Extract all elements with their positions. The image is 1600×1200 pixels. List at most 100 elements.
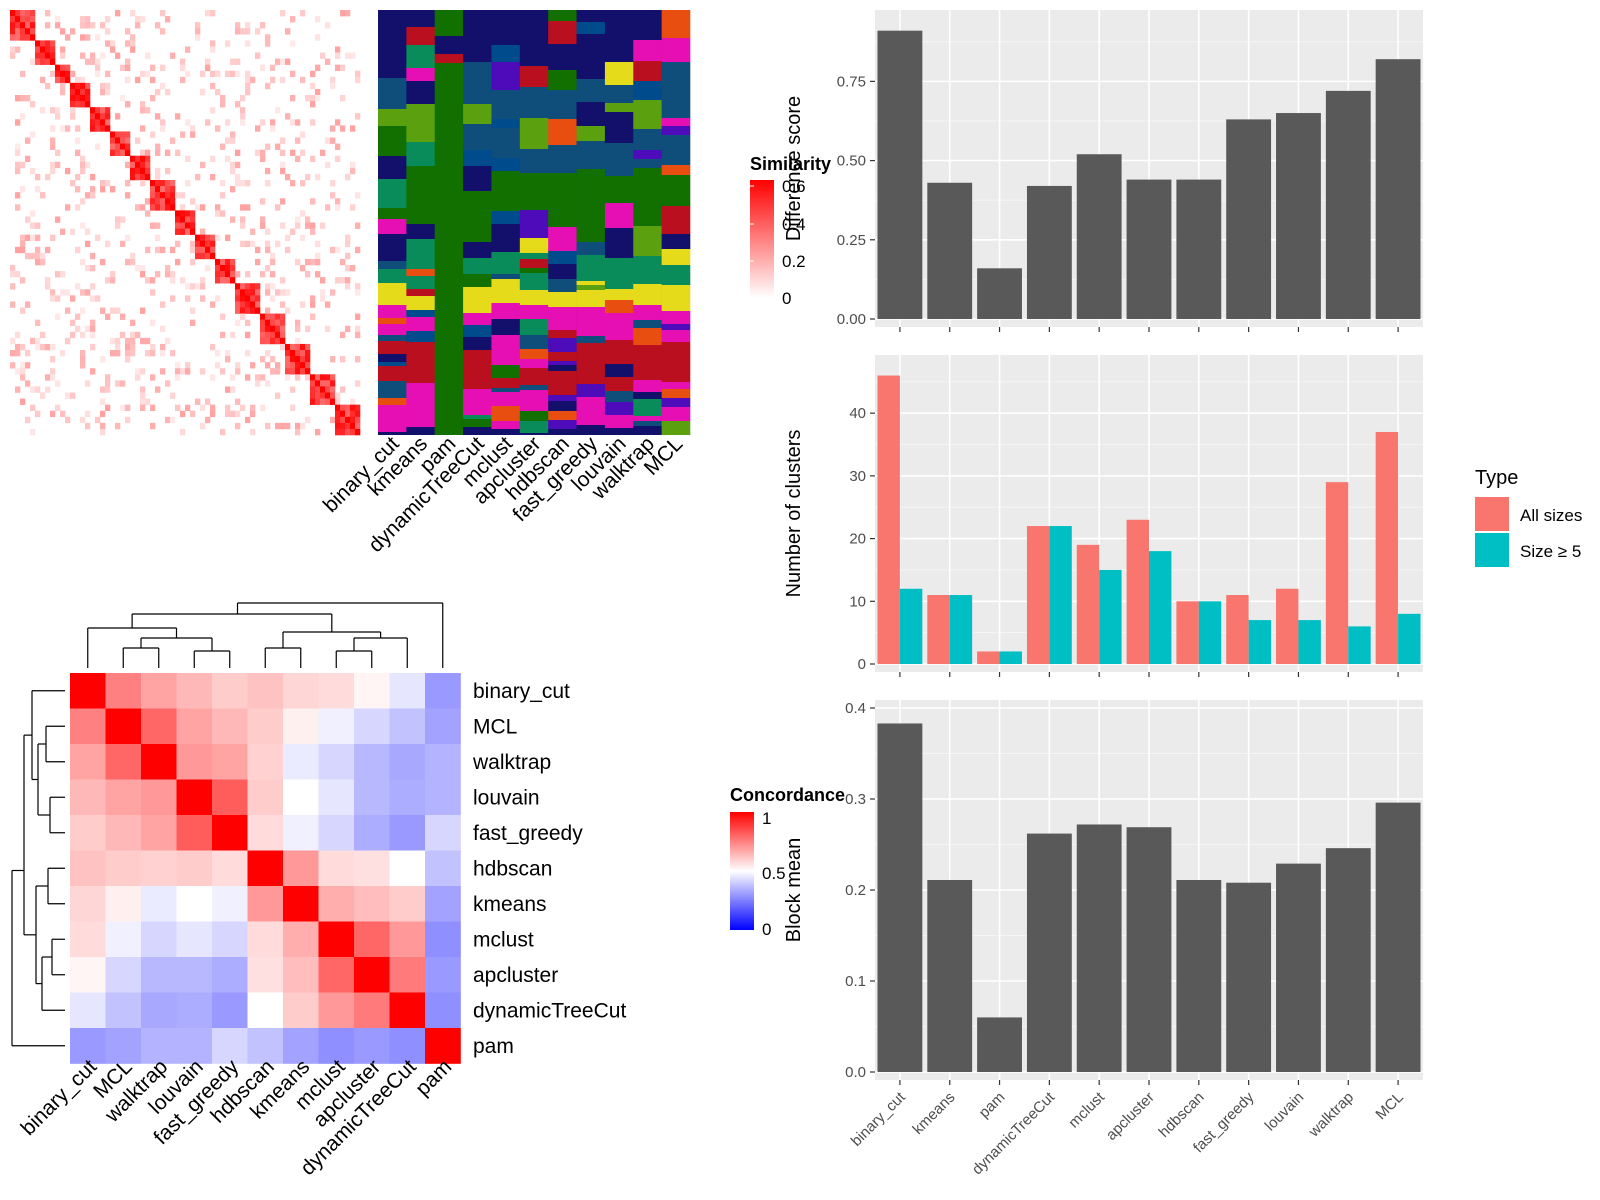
similarity-cell — [340, 10, 346, 17]
similarity-cell — [260, 313, 266, 320]
similarity-cell — [320, 52, 326, 59]
similarity-cell — [180, 64, 186, 72]
membership-cell — [548, 322, 577, 330]
membership-cell — [548, 251, 577, 258]
similarity-cell — [195, 173, 201, 181]
similarity-cell — [280, 58, 286, 65]
similarity-cell — [165, 380, 171, 387]
similarity-cell — [350, 416, 356, 424]
similarity-cell — [305, 216, 311, 223]
similarity-cell — [260, 216, 266, 223]
similarity-cell — [85, 161, 91, 169]
membership-cell — [604, 228, 634, 258]
concordance-cell — [105, 957, 142, 993]
similarity-cell — [110, 131, 116, 138]
similarity-cell — [350, 398, 356, 405]
similarity-cell — [115, 137, 121, 144]
concordance-cell — [141, 815, 177, 851]
membership-cell — [548, 70, 577, 90]
bar — [1026, 185, 1072, 319]
similarity-cell — [275, 392, 281, 399]
concordance-cell — [425, 1028, 461, 1064]
concordance-cell — [318, 673, 355, 709]
similarity-cell — [125, 404, 131, 412]
membership-cell — [633, 284, 662, 299]
membership-cell — [661, 294, 691, 311]
bar — [927, 879, 973, 1072]
concordance-cell — [141, 673, 177, 709]
membership-cell — [406, 104, 436, 118]
similarity-cell — [245, 180, 251, 187]
similarity-cell — [150, 350, 156, 357]
similarity-cell — [310, 258, 316, 266]
similarity-cell — [305, 325, 311, 333]
concordance-cell — [247, 850, 284, 887]
similarity-cell — [105, 82, 111, 90]
concordance-cell — [283, 850, 319, 887]
similarity-cell — [100, 107, 106, 114]
similarity-cell — [170, 204, 176, 211]
membership-cell — [491, 365, 521, 378]
similarity-cell — [70, 319, 76, 327]
membership-cell — [548, 361, 577, 365]
membership-cell — [661, 265, 691, 278]
similarity-cell — [125, 192, 131, 199]
concordance-cell — [354, 850, 390, 887]
similarity-cell — [145, 161, 151, 169]
similarity-cell — [135, 167, 141, 175]
membership-cell — [491, 128, 521, 158]
membership-cell — [604, 391, 634, 402]
membership-cell — [491, 406, 521, 421]
bar — [1226, 595, 1249, 664]
similarity-cell — [65, 204, 71, 211]
membership-cell — [548, 395, 577, 401]
similarity-cell — [265, 283, 271, 290]
similarity-cell — [265, 337, 271, 345]
bar — [949, 595, 973, 664]
similarity-cell — [70, 392, 76, 399]
similarity-cell — [55, 271, 61, 278]
similarity-cell — [25, 416, 31, 424]
similarity-cell — [90, 107, 96, 114]
similarity-cell — [330, 246, 336, 254]
similarity-cell — [300, 234, 306, 242]
similarity-cell — [50, 167, 56, 175]
similarity-cell — [265, 422, 271, 430]
similarity-cell — [295, 222, 301, 229]
membership-cell — [434, 211, 464, 226]
concordance-cell — [354, 886, 390, 922]
similarity-cell — [225, 277, 231, 284]
similarity-cell — [45, 246, 51, 254]
membership-cell — [576, 307, 606, 312]
y-tick-label: 0.2 — [845, 882, 866, 899]
similarity-cell — [190, 198, 196, 205]
similarity-cell — [15, 368, 21, 375]
similarity-cell — [235, 301, 241, 308]
membership-cell — [378, 314, 407, 318]
concordance-cell — [389, 921, 426, 958]
membership-cell — [463, 258, 492, 274]
membership-cell — [378, 269, 407, 283]
similarity-cell — [295, 119, 301, 126]
type-legend-key — [1475, 497, 1509, 531]
similarity-cell — [30, 428, 36, 436]
similarity-cell — [15, 10, 21, 17]
similarity-cell — [15, 343, 21, 351]
membership-cell — [378, 78, 407, 109]
similarity-cell — [10, 28, 16, 35]
similarity-cell — [325, 392, 331, 399]
membership-cell — [491, 119, 521, 128]
similarity-cell — [140, 180, 146, 187]
similarity-cell — [90, 368, 96, 375]
concordance-cell — [70, 886, 106, 922]
y-tick-label: 30 — [849, 468, 866, 485]
similarity-cell — [305, 343, 311, 351]
similarity-cell — [85, 34, 91, 41]
similarity-cell — [65, 64, 71, 72]
membership-cell — [463, 214, 492, 242]
concordance-cell — [105, 850, 142, 887]
similarity-cell — [270, 119, 276, 126]
membership-cell — [463, 88, 492, 104]
similarity-cell — [25, 380, 31, 387]
similarity-cell — [140, 70, 146, 78]
